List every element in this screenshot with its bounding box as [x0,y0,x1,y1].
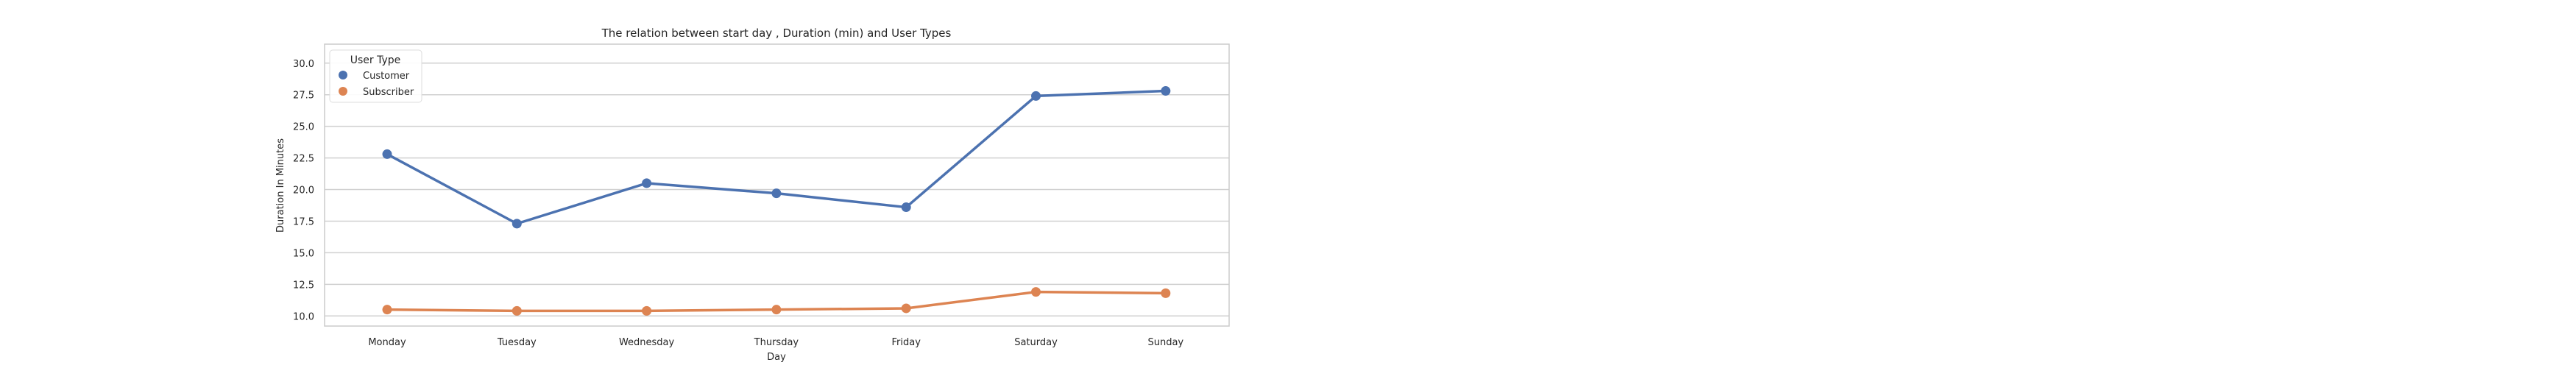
x-tick-label: Saturday [1014,337,1058,348]
data-point-customer [1031,91,1041,101]
plot-area-frame [324,43,1230,327]
data-point-customer [771,188,782,199]
x-tick-labels: Monday Tuesday Wednesday Thursday Friday Satu… [368,337,1183,348]
y-tick-label: 12.5 [293,280,314,291]
x-tick-label: Sunday [1147,337,1183,348]
series-line-customer [386,89,1167,225]
y-tick-label: 17.5 [293,216,314,227]
legend-title: User Type [350,54,401,66]
x-axis-label: Day [767,352,786,363]
data-point-customer [1161,86,1171,96]
x-tick-label: Monday [368,337,406,348]
data-point-customer [642,178,652,188]
chart-title: The relation between start day , Duratio… [601,26,952,40]
data-point-subscriber [642,305,652,316]
y-axis-label: Duration In Minutes [275,138,286,233]
legend-label: Customer [363,71,410,82]
legend-items: Customer Subscriber [339,71,414,98]
data-point-customer [512,219,522,229]
x-tick-label: Tuesday [497,337,537,348]
y-tick-label: 25.0 [293,122,314,133]
x-tick-label: Wednesday [619,337,675,348]
data-point-subscriber [1161,288,1171,298]
legend-marker [339,71,347,79]
data-point-subscriber [1031,287,1041,297]
y-tick-label: 15.0 [293,248,314,259]
data-point-subscriber [512,305,522,316]
data-point-subscriber [771,305,782,315]
legend-label: Subscriber [363,87,414,98]
data-point-subscriber [901,303,911,314]
series-lines [382,86,1171,316]
y-tick-labels: 10.0 12.5 15.0 17.5 20.0 22.5 25.0 27.5 30.0 [293,59,314,322]
y-tick-label: 30.0 [293,59,314,70]
legend: User Type Customer Subscriber [329,49,422,103]
data-point-customer [901,202,911,213]
y-tick-label: 27.5 [293,91,314,102]
y-tick-label: 20.0 [293,185,314,197]
data-point-subscriber [382,305,392,315]
y-tick-label: 10.0 [293,311,314,322]
data-point-customer [382,149,392,159]
legend-box [329,49,422,103]
x-tick-label: Thursday [754,337,799,348]
x-tick-label: Friday [891,337,921,348]
y-tick-label: 22.5 [293,154,314,165]
legend-marker [339,87,347,96]
